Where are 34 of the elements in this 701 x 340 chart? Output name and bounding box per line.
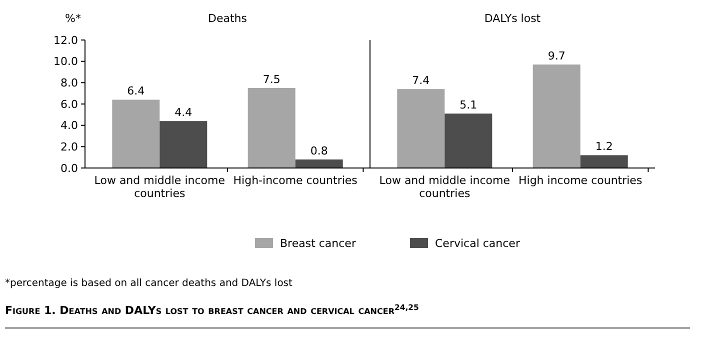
data-label: 5.1 <box>460 98 478 112</box>
x-tick-label: High-income countries <box>233 174 358 187</box>
bar <box>444 114 492 168</box>
legend-label: Breast cancer <box>280 237 356 250</box>
bar <box>112 100 160 168</box>
data-label: 7.4 <box>412 74 430 88</box>
y-tick-label: 12.0 <box>54 34 78 47</box>
chart-title: Deaths <box>208 12 248 25</box>
text: *percentage is based on all cancer deaths and DALYs lost <box>5 278 293 289</box>
bar <box>580 155 628 168</box>
y-tick-label: 8.0 <box>60 76 78 90</box>
y-tick-label: 10.0 <box>54 55 78 68</box>
legend-label: Cervical cancer <box>435 237 520 250</box>
data-label: 9.7 <box>548 50 566 63</box>
x-tick-label: Low and middle income countries <box>379 174 510 200</box>
y-axis-title: %* <box>65 12 82 25</box>
y-tick-label: 6.0 <box>60 98 78 111</box>
data-label: 4.4 <box>174 106 192 120</box>
bar <box>397 89 445 168</box>
data-label: 7.5 <box>262 73 280 86</box>
caption: Figure 1. Deaths and DALYs lost to breast cancer and cervical cancer$^{24,25}$ <box>5 302 419 317</box>
bar <box>532 64 580 168</box>
data-label: 0.8 <box>310 144 328 158</box>
bar <box>295 159 343 168</box>
chart-title: DALYs lost <box>484 12 542 25</box>
y-tick-label: 2.0 <box>60 140 78 154</box>
x-tick-label: Low and middle income countries <box>94 174 226 200</box>
bar <box>160 121 208 168</box>
x-tick-label: High income countries <box>518 174 642 187</box>
data-label: 6.4 <box>127 84 145 98</box>
y-tick-label: 0.0 <box>60 162 78 175</box>
y-tick-label: 4.0 <box>60 119 78 132</box>
data-label: 1.2 <box>595 140 613 154</box>
bar <box>248 88 296 168</box>
